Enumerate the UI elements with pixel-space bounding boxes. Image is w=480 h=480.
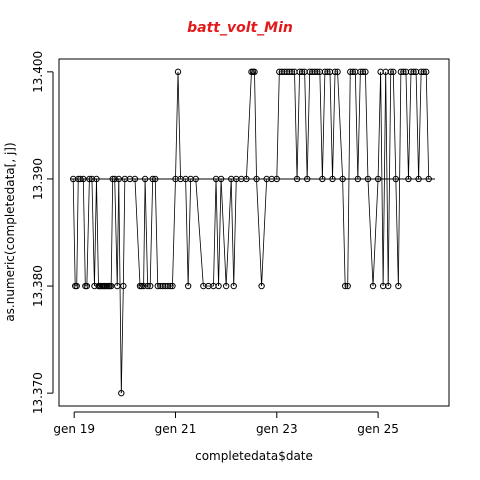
y-tick-label: 13.380 [31,265,45,307]
series-segment [188,179,191,286]
series-segment [396,179,399,286]
series-segment [257,179,262,286]
series-segment [246,72,251,179]
series-segment [83,179,85,286]
series-segment [144,179,146,286]
series-segment [295,72,298,179]
series-segment [226,179,231,286]
series-segment [338,72,343,179]
series-segment [419,72,422,179]
y-axis: 13.370 13.380 13.390 13.400 [31,51,53,414]
series-segment [368,179,373,286]
series-segment [155,179,158,286]
series-segment [365,72,368,179]
series-segment [216,179,219,286]
y-tick-label: 13.370 [31,372,45,414]
series-segment [343,179,346,286]
series-segment [393,72,396,179]
x-axis: gen 19 gen 21 gen 23 gen 25 [53,412,399,436]
series-segment [378,72,381,179]
series-segment [117,179,119,286]
x-tick-label: gen 23 [256,422,298,436]
series-segment [175,72,178,179]
series-lines [71,72,435,393]
series-segment [121,286,123,393]
series-segment [297,72,300,179]
series-segment [123,179,125,286]
series-segment [145,179,148,286]
series-segment [373,179,378,286]
series-segment [320,72,323,179]
x-tick-label: gen 21 [155,422,197,436]
series-segment [221,179,226,286]
series-segment [92,179,95,286]
series-segment [358,72,361,179]
series-segment [333,72,336,179]
series-segment [305,72,308,179]
series-segment [196,179,204,286]
x-tick-label: gen 25 [357,422,399,436]
series-segment [178,72,181,179]
series-segment [277,72,280,179]
series-segment [322,72,325,179]
y-tick-label: 13.390 [31,158,45,200]
series-segment [219,179,222,286]
series-segment [426,72,429,179]
series-points [70,69,431,396]
x-tick-label: gen 19 [53,422,95,436]
series-segment [213,179,216,286]
series-segment [73,179,75,286]
series-segment [135,179,140,286]
series-segment [77,179,79,286]
series-segment [172,179,175,286]
series-segment [186,179,189,286]
series-segment [234,179,237,286]
y-tick-label: 13.400 [31,51,45,93]
series-segment [94,179,96,286]
series-segment [355,72,358,179]
series-segment [408,72,411,179]
series-segment [416,72,419,179]
series-segment [96,179,98,286]
series-segment [330,72,333,179]
series-segment [255,72,257,179]
series-segment [87,179,90,286]
series-segment [406,72,409,179]
series-segment [231,179,234,286]
series-segment [115,179,118,286]
series-segment [111,179,113,286]
series-segment [307,72,310,179]
series-segment [150,179,153,286]
series-segment [262,179,267,286]
